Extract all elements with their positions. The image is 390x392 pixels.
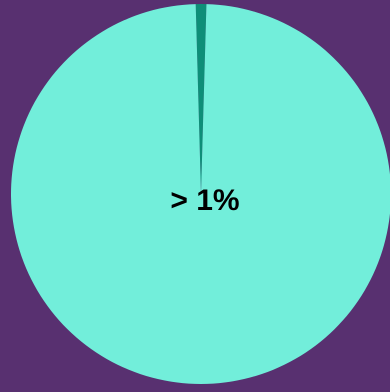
center-percentage-label: > 1% <box>170 184 239 217</box>
pie-slice-2 <box>11 4 390 384</box>
pie-slice-1 <box>195 3 207 194</box>
pie-slices <box>11 3 390 384</box>
